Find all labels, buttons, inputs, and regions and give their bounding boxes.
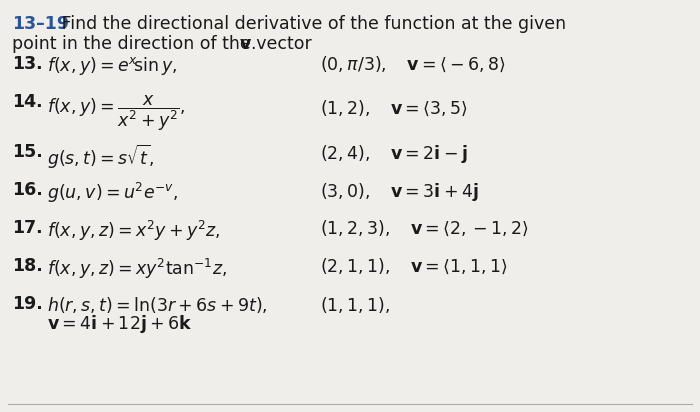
Text: 14.: 14.: [12, 93, 43, 111]
Text: $g(u, v) = u^2 e^{-v},$: $g(u, v) = u^2 e^{-v},$: [47, 181, 178, 205]
Text: $f(x, y) = \dfrac{x}{x^2 + y^2},$: $f(x, y) = \dfrac{x}{x^2 + y^2},$: [47, 93, 186, 133]
Text: $(1, 2, 3),$   $\mathbf{v} = \langle 2, -1, 2\rangle$: $(1, 2, 3),$ $\mathbf{v} = \langle 2, -1…: [320, 219, 529, 238]
Text: point in the direction of the vector: point in the direction of the vector: [12, 35, 317, 53]
Text: $h(r, s, t) = \ln(3r + 6s + 9t),$: $h(r, s, t) = \ln(3r + 6s + 9t),$: [47, 295, 267, 315]
Text: 19.: 19.: [12, 295, 43, 313]
Text: Find the directional derivative of the function at the given: Find the directional derivative of the f…: [56, 15, 566, 33]
Text: $(1, 2),$   $\mathbf{v} = \langle 3, 5\rangle$: $(1, 2),$ $\mathbf{v} = \langle 3, 5\ran…: [320, 99, 468, 118]
Text: $g(s, t) = s\sqrt{t},$: $g(s, t) = s\sqrt{t},$: [47, 143, 154, 171]
Text: 15.: 15.: [12, 143, 43, 161]
Text: 16.: 16.: [12, 181, 43, 199]
Text: $(1, 1, 1),$: $(1, 1, 1),$: [320, 295, 407, 315]
Text: $\mathbf{v} = 4\mathbf{i} + 12\mathbf{j} + 6\mathbf{k}$: $\mathbf{v} = 4\mathbf{i} + 12\mathbf{j}…: [47, 313, 193, 335]
Text: $f(x, y, z) = x^2 y + y^2 z,$: $f(x, y, z) = x^2 y + y^2 z,$: [47, 219, 220, 243]
Text: $\bf{v}$.: $\bf{v}$.: [239, 35, 256, 53]
Text: $(3, 0),$   $\mathbf{v} = 3\mathbf{i} + 4\mathbf{j}$: $(3, 0),$ $\mathbf{v} = 3\mathbf{i} + 4\…: [320, 181, 479, 203]
Text: 17.: 17.: [12, 219, 43, 237]
Text: 13.: 13.: [12, 55, 43, 73]
Text: $f(x, y, z) = xy^2 \tan^{-1}\!z,$: $f(x, y, z) = xy^2 \tan^{-1}\!z,$: [47, 257, 227, 281]
Text: $(2, 1, 1),$   $\mathbf{v} = \langle 1, 1, 1\rangle$: $(2, 1, 1),$ $\mathbf{v} = \langle 1, 1,…: [320, 257, 508, 276]
Text: $(2, 4),$   $\mathbf{v} = 2\mathbf{i} - \mathbf{j}$: $(2, 4),$ $\mathbf{v} = 2\mathbf{i} - \m…: [320, 143, 468, 165]
Text: $(0, \pi/3),$   $\mathbf{v} = \langle -6, 8\rangle$: $(0, \pi/3),$ $\mathbf{v} = \langle -6, …: [320, 55, 505, 74]
Text: $f(x, y) = e^x\!\sin y,$: $f(x, y) = e^x\!\sin y,$: [47, 55, 178, 77]
Text: 18.: 18.: [12, 257, 43, 275]
Text: 13–19: 13–19: [12, 15, 69, 33]
